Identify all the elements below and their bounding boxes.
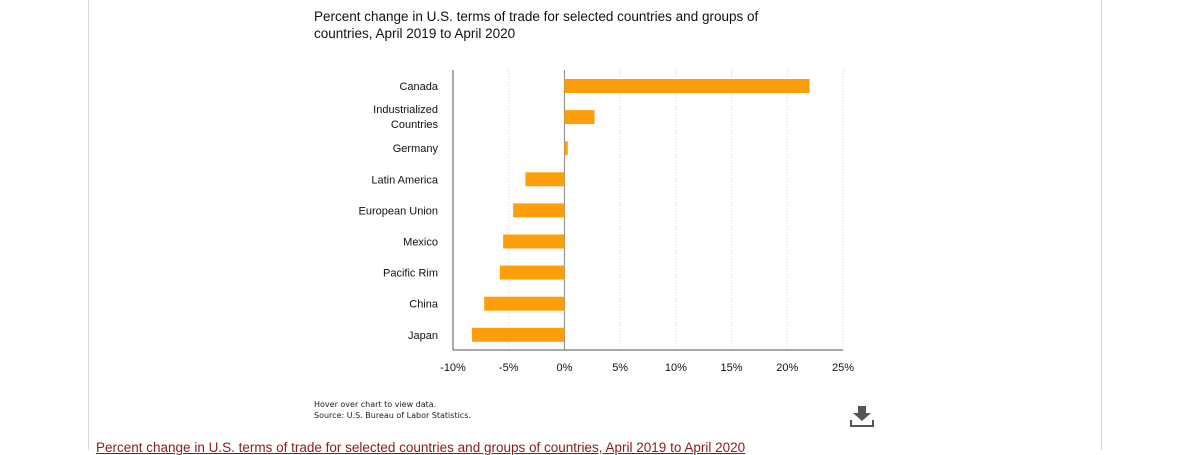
chart-table-link[interactable]: Percent change in U.S. terms of trade fo…: [96, 440, 746, 455]
category-label: Pacific Rim: [383, 268, 438, 280]
bar[interactable]: [564, 79, 810, 93]
bar[interactable]: [564, 110, 595, 125]
bar-chart[interactable]: -10% -5% 0% 5% 10% 15% 20% 25% Canada Industriali…: [0, 0, 1192, 400]
category-label: European Union: [358, 205, 438, 217]
source-note: Source: U.S. Bureau of Labor Statistics.: [314, 411, 471, 420]
x-tick-label: 20%: [776, 362, 798, 374]
frame-right-border: [1101, 0, 1102, 450]
category-label: Mexico: [403, 237, 438, 249]
bar[interactable]: [564, 141, 568, 156]
bar[interactable]: [484, 296, 565, 311]
x-tick-label: 15%: [721, 362, 743, 374]
category-label: Japan: [408, 330, 438, 342]
x-tick-label: -10%: [440, 362, 466, 374]
x-tick-label: -5%: [499, 362, 519, 374]
category-label: Industrialized Countries: [373, 104, 438, 131]
category-label: Latin America: [371, 174, 439, 186]
x-tick-label: 10%: [665, 362, 687, 374]
category-label: China: [409, 299, 439, 311]
chart-notes: Hover over chart to view data. Source: U…: [314, 399, 471, 421]
bar[interactable]: [525, 172, 565, 187]
bar[interactable]: [503, 234, 565, 249]
bar[interactable]: [513, 203, 565, 218]
category-label-line: Countries: [391, 119, 439, 131]
frame-left-border: [88, 0, 89, 450]
category-label: Canada: [399, 81, 438, 93]
bar[interactable]: [471, 327, 565, 342]
x-tick-label: 25%: [832, 362, 854, 374]
x-tick-label: 5%: [612, 362, 628, 374]
category-label-line: Industrialized: [373, 104, 438, 116]
hover-note: Hover over chart to view data.: [314, 400, 437, 409]
x-tick-label: 0%: [556, 362, 572, 374]
category-label: Germany: [393, 143, 439, 155]
chart-title: Percent change in U.S. terms of trade fo…: [314, 9, 759, 41]
bar[interactable]: [499, 265, 565, 280]
download-button[interactable]: [850, 405, 874, 427]
download-icon: [850, 406, 874, 427]
